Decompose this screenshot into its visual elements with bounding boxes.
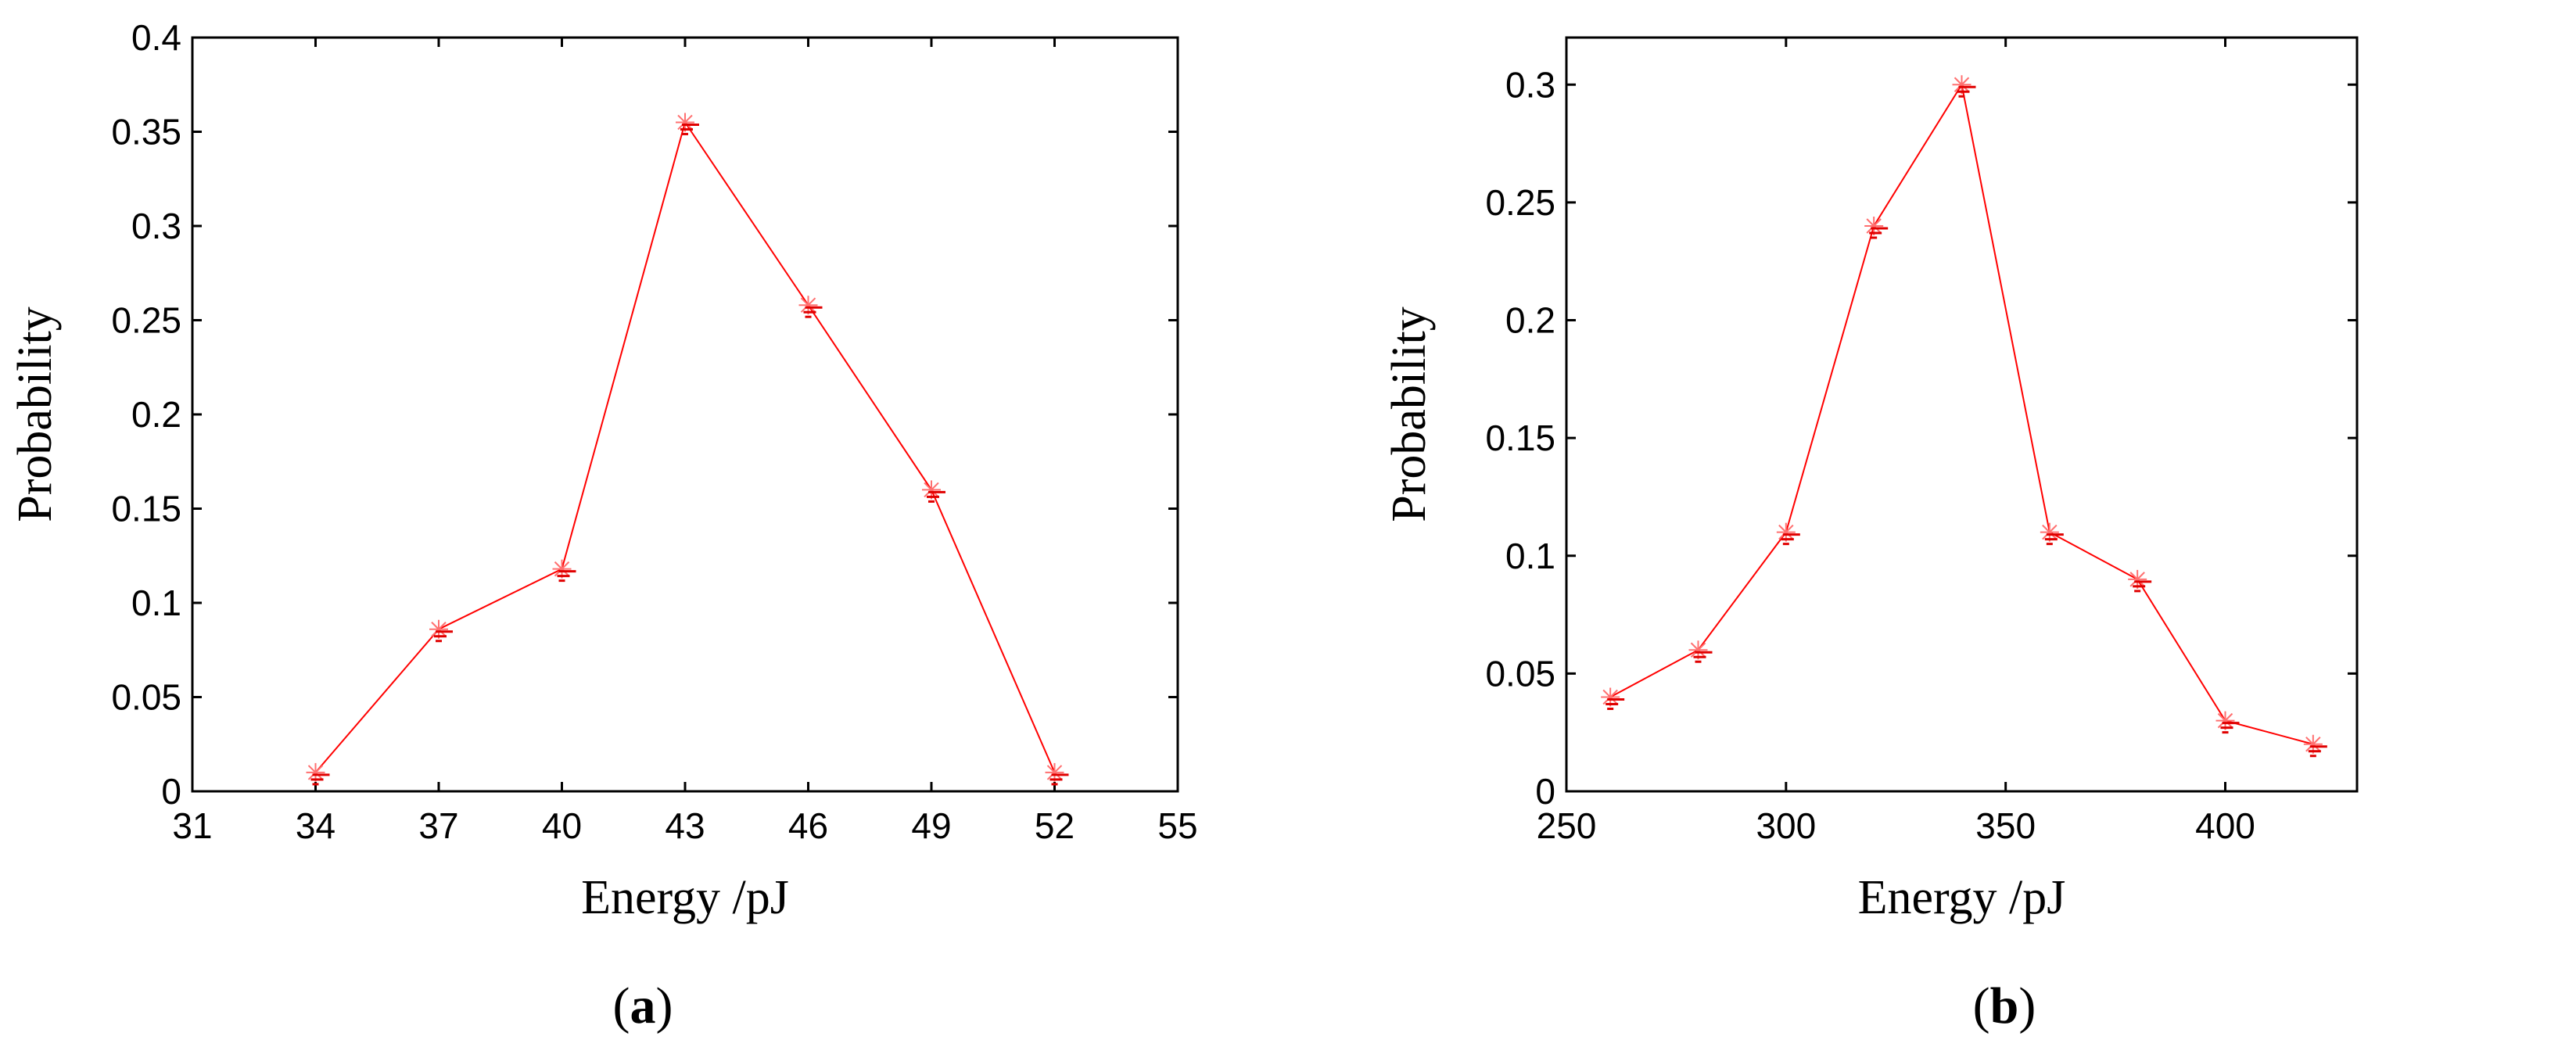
y-tick-label: 0.3: [131, 206, 181, 246]
y-tick-label: 0: [161, 771, 181, 812]
star-marker-d2: [431, 622, 447, 637]
x-tick-label: 49: [911, 805, 951, 846]
x-tick-label: 52: [1035, 805, 1075, 846]
y-tick-label: 0.15: [111, 489, 181, 529]
y-tick-label: 0.25: [111, 300, 181, 341]
x-tick-label: 34: [296, 805, 335, 846]
star-marker-d2: [2129, 572, 2145, 587]
data-point: [2128, 569, 2152, 593]
panel-caption: (b): [1973, 977, 2036, 1034]
series-line: [1609, 82, 2314, 745]
star-marker-d2: [800, 297, 816, 313]
x-tick-label: 40: [542, 805, 582, 846]
star-marker-d2: [307, 765, 324, 780]
data-point: [552, 559, 576, 583]
caption-paren-open: (: [1973, 977, 1990, 1034]
data-point: [1952, 75, 1976, 98]
y-tick-label: 0.4: [131, 17, 181, 58]
y-tick-label: 0.3: [1505, 64, 1555, 105]
x-tick-label: 250: [1537, 805, 1597, 846]
star-marker-d2: [554, 561, 570, 577]
y-tick-label: 0.25: [1485, 182, 1555, 223]
data-point: [922, 480, 945, 503]
panel-a: 31 34 37 40 43 46 49 52 55 0 0.05 0.1 0.15 0.2 0.25 0.3…: [9, 17, 1198, 1034]
star-marker-d2: [2217, 712, 2233, 729]
star-marker-d2: [1602, 689, 1618, 705]
star-marker-d2: [924, 482, 939, 498]
x-tick-label: 46: [788, 805, 828, 846]
caption-paren-close: ): [656, 977, 673, 1034]
data-point: [2040, 522, 2064, 546]
y-tick-label: 0.35: [111, 112, 181, 152]
x-tick-label: 43: [665, 805, 705, 846]
caption-letter: a: [630, 977, 656, 1034]
y-tick-label: 0: [1535, 771, 1555, 812]
data-point: [1045, 762, 1069, 786]
star-marker-d2: [677, 114, 693, 131]
x-tick-label: 55: [1157, 805, 1197, 846]
y-tick-label: 0.05: [111, 677, 181, 718]
plot-frame: [1565, 36, 2359, 793]
star-marker-d2: [1954, 77, 1970, 92]
x-tick-label: 300: [1756, 805, 1816, 846]
panel-b: 250 300 350 400 0 0.05 0.1 0.15 0.2 0.25 0.3 Energy…: [1383, 36, 2359, 1034]
x-tick-label: 350: [1975, 805, 2036, 846]
y-tick-label: 0.05: [1485, 653, 1555, 694]
caption-paren-open: (: [613, 977, 630, 1034]
caption-paren-close: ): [2018, 977, 2036, 1034]
data-point: [2215, 711, 2240, 734]
data-point: [676, 113, 699, 135]
data-point: [798, 296, 823, 318]
y-tick-label: 0.1: [1505, 536, 1555, 576]
data-point: [1864, 217, 1889, 239]
data-point: [306, 762, 330, 786]
x-axis-title: Energy /pJ: [581, 871, 789, 924]
x-tick-label: 400: [2195, 805, 2255, 846]
y-axis-title: Probability: [1383, 307, 1436, 522]
panel-caption: (a): [613, 977, 673, 1034]
series-line: [314, 120, 1056, 773]
star-marker-d2: [1046, 765, 1063, 780]
data-point: [1776, 522, 1800, 546]
star-marker-d2: [1778, 524, 1794, 540]
data-point: [2303, 734, 2327, 758]
x-tick-label: 31: [172, 805, 212, 846]
y-tick-label: 0.15: [1485, 418, 1555, 458]
star-marker-d2: [2042, 524, 2058, 540]
star-marker-d2: [1690, 642, 1706, 658]
caption-letter: b: [1990, 977, 2019, 1034]
y-tick-label: 0.1: [131, 583, 181, 623]
x-axis-title: Energy /pJ: [1858, 871, 2066, 924]
star-marker-d2: [1866, 218, 1882, 234]
y-tick-label: 0.2: [1505, 300, 1555, 341]
star-marker-d2: [2305, 737, 2321, 752]
y-tick-label: 0.2: [131, 394, 181, 435]
y-axis-title: Probability: [9, 307, 62, 522]
plot-frame: [191, 36, 1179, 793]
x-tick-label: 37: [418, 805, 458, 846]
data-point: [1601, 687, 1625, 710]
data-point: [1688, 640, 1713, 663]
data-point: [429, 619, 453, 643]
